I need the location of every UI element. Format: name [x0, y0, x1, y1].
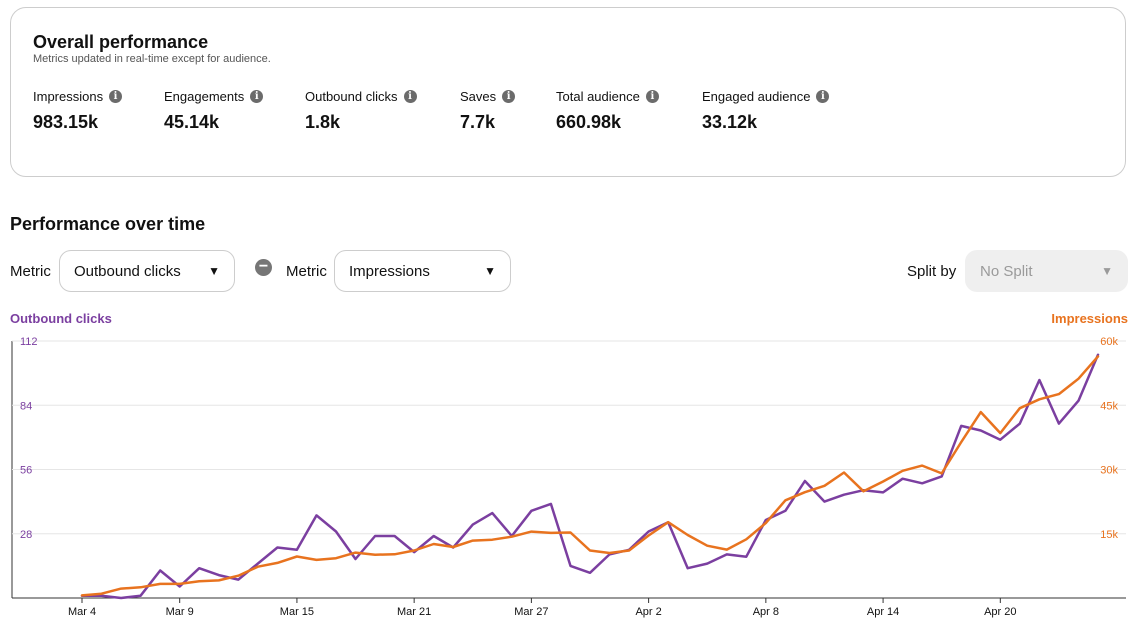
split-select-value: No Split: [980, 262, 1033, 280]
x-tick-label: Apr 8: [753, 606, 779, 618]
performance-title: Performance over time: [10, 214, 206, 234]
performance-chart: 28 56 84 112 15k 30k 45k 60k Mar 4 Mar 9 Mar 15 Mar…: [11, 336, 1126, 618]
metric-value: 983.15k: [33, 112, 99, 132]
metric-label: Impressions: [33, 89, 104, 104]
remove-metric-icon[interactable]: −: [255, 259, 272, 276]
x-tick-label: Mar 21: [397, 606, 431, 618]
metric-select-value: Impressions: [349, 262, 430, 280]
metric-label: Engagements: [164, 89, 245, 104]
info-icon[interactable]: i: [645, 90, 659, 103]
split-label: Split by: [907, 263, 957, 280]
metric-label: Engaged audience: [702, 89, 811, 104]
info-icon[interactable]: i: [250, 90, 264, 103]
x-tick-label: Mar 4: [68, 606, 96, 618]
chevron-down-icon: ▼: [208, 264, 220, 278]
right-tick-label: 15k: [1100, 529, 1118, 541]
info-icon[interactable]: i: [109, 90, 123, 103]
overall-performance-card: Overall performance Metrics updated in r…: [10, 7, 1126, 177]
metric-value: 1.8k: [305, 112, 341, 132]
metric-engaged-audience: Engaged audience i 33.12k: [702, 89, 830, 133]
info-icon[interactable]: i: [816, 90, 830, 103]
left-tick-label: 112: [20, 336, 38, 348]
right-tick-label: 45k: [1100, 400, 1118, 412]
x-tick-label: Apr 2: [635, 606, 661, 618]
right-tick-label: 60k: [1100, 336, 1118, 348]
x-tick-label: Mar 15: [280, 606, 314, 618]
left-tick-label: 84: [20, 400, 32, 412]
metric-value: 33.12k: [702, 112, 758, 132]
metric-label: Total audience: [556, 89, 640, 104]
metric-select-2[interactable]: Impressions ▼: [334, 250, 511, 292]
info-icon[interactable]: i: [403, 90, 417, 103]
metric-label: Outbound clicks: [305, 89, 398, 104]
right-axis-title: Impressions: [1051, 311, 1128, 326]
metric-total-audience: Total audience i 660.98k: [556, 89, 659, 133]
chevron-down-icon: ▼: [484, 264, 496, 278]
outbound-clicks-series-line: [80, 353, 1100, 600]
metric-select-1[interactable]: Outbound clicks ▼: [59, 250, 235, 292]
metric-select-value: Outbound clicks: [74, 262, 181, 280]
metric-label: Saves: [460, 89, 497, 104]
metric-label-1: Metric: [10, 263, 51, 280]
metric-value: 45.14k: [164, 112, 220, 132]
overall-subtitle: Metrics updated in real-time except for …: [33, 53, 271, 65]
metric-outbound-clicks: Outbound clicks i 1.8k: [305, 89, 417, 133]
x-tick-label: Apr 14: [867, 606, 899, 618]
x-tick-label: Mar 27: [514, 606, 548, 618]
info-icon[interactable]: i: [502, 90, 516, 103]
overall-title: Overall performance: [33, 32, 209, 52]
metric-saves: Saves i 7.7k: [460, 89, 516, 133]
left-axis-title: Outbound clicks: [10, 311, 112, 326]
metric-impressions: Impressions i 983.15k: [33, 89, 123, 133]
split-select[interactable]: No Split ▼: [965, 250, 1128, 292]
left-tick-label: 28: [20, 529, 32, 541]
x-tick-label: Mar 9: [166, 606, 194, 618]
chevron-down-icon: ▼: [1101, 264, 1113, 278]
metric-engagements: Engagements i 45.14k: [164, 89, 264, 133]
metric-value: 660.98k: [556, 112, 622, 132]
x-tick-label: Apr 20: [984, 606, 1016, 618]
right-tick-label: 30k: [1100, 465, 1118, 477]
impressions-series-line: [80, 355, 1100, 597]
metric-label-2: Metric: [286, 263, 327, 280]
metric-value: 7.7k: [460, 112, 496, 132]
left-tick-label: 56: [20, 465, 32, 477]
